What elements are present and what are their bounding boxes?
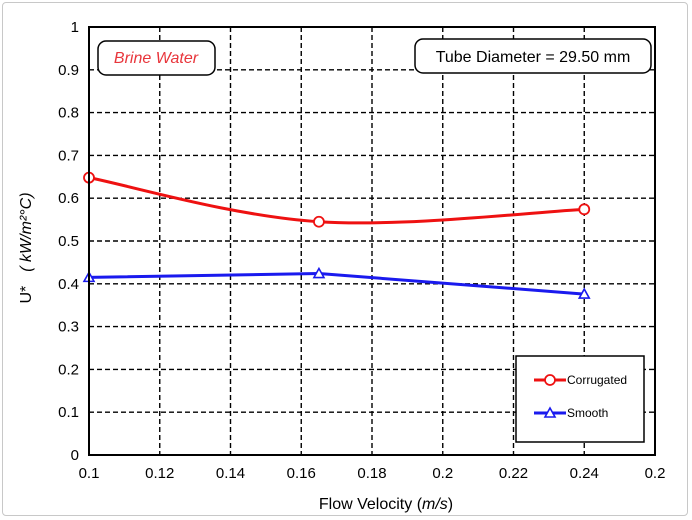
fluid-annotation-box [97,40,216,76]
legend-box [515,355,645,443]
legend: Corrugated Smooth [515,355,645,443]
y-axis-label: U* ( kW/m²°C) [18,192,35,303]
data-point-smooth [312,266,326,279]
fluid-annotation-text: Brine Water [114,50,199,67]
legend-marker-corrugated [544,374,556,386]
y-tick-label: 0.5 [58,233,79,250]
legend-label-smooth: Smooth [567,406,608,420]
x-tick-label: 0.18 [357,465,386,482]
x-tick-label: 0.1 [79,465,100,482]
legend-label-corrugated: Corrugated [567,373,627,387]
y-tick-label: 0.1 [58,404,79,421]
data-point-smooth [577,287,591,299]
x-tick-labels: 0.1 0.12 0.14 0.16 0.18 0.2 0.22 0.24 0.2 [79,465,666,482]
x-tick-label: 0.14 [216,465,245,482]
x-tick-label: 0.12 [145,465,174,482]
x-axis-label-close: ) [448,496,453,513]
y-tick-label: 0.9 [58,62,79,79]
x-axis-label: Flow Velocity (m/s) [319,496,453,513]
x-tick-label: 0.16 [287,465,316,482]
figure-frame [2,2,688,516]
data-point-corrugated [578,203,591,216]
diameter-annotation-box [414,38,652,74]
y-tick-label: 0.8 [58,105,79,122]
x-axis-label-unit: m/s [422,496,448,513]
x-tick-label: 0.2 [645,465,666,482]
y-tick-labels: 0 0.1 0.2 0.3 0.4 0.5 0.6 0.7 0.8 0.9 1 [58,19,79,464]
y-axis-label-text: U* ( kW/m²°C) [18,192,35,303]
diameter-annotation-text: Tube Diameter = 29.50 mm [436,49,631,66]
series-layer [82,171,591,299]
diameter-annotation: Tube Diameter = 29.50 mm [414,38,652,74]
plot-border [88,26,656,456]
y-tick-label: 0.6 [58,190,79,207]
legend-marker-smooth [543,406,557,418]
y-axis-label-unit: ( kW/m²°C) [18,192,35,271]
y-tick-label: 0.4 [58,276,79,293]
data-point-corrugated [313,215,325,228]
x-tick-label: 0.2 [432,465,453,482]
y-axis-label-main: U* [18,286,35,304]
y-tick-label: 0 [71,447,79,464]
y-tick-label: 0.3 [58,319,79,336]
y-tick-label: 1 [71,19,79,36]
fluid-annotation: Brine Water [97,40,216,76]
x-tick-label: 0.22 [499,465,528,482]
x-axis-label-main: Flow Velocity ( [319,496,423,513]
x-tick-label: 0.24 [570,465,599,482]
y-tick-label: 0.7 [58,147,79,164]
y-tick-label: 0.2 [58,361,79,378]
